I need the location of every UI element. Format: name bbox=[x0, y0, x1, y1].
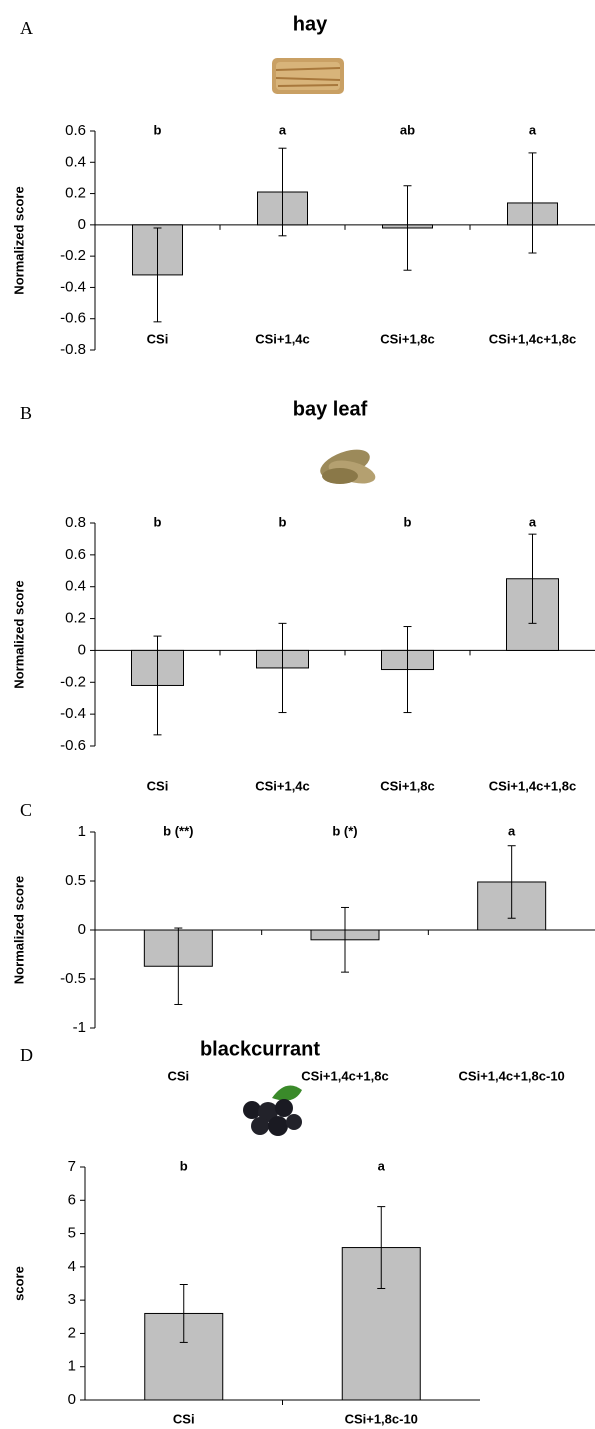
significance-label: a bbox=[508, 823, 516, 838]
chart-title: blackcurrant bbox=[200, 1038, 320, 1060]
y-tick-label: 0.8 bbox=[65, 514, 86, 531]
y-axis-label: score bbox=[11, 1266, 26, 1301]
chart-title: hay bbox=[293, 13, 328, 35]
significance-label: a bbox=[529, 122, 537, 137]
significance-label: b bbox=[180, 1158, 188, 1173]
y-tick-label: 0.4 bbox=[65, 578, 86, 595]
y-tick-label: 0.6 bbox=[65, 546, 86, 563]
y-tick-label: -0.8 bbox=[60, 341, 86, 358]
significance-label: a bbox=[279, 122, 287, 137]
x-tick-label: CSi+1,4c+1,8c-10 bbox=[459, 1068, 565, 1083]
y-tick-label: 0 bbox=[78, 921, 86, 938]
y-axis-label: Normalized score bbox=[11, 876, 26, 984]
y-tick-label: 0.6 bbox=[65, 122, 86, 139]
y-tick-label: -0.6 bbox=[60, 310, 86, 327]
x-tick-label: CSi bbox=[167, 1068, 189, 1083]
y-tick-label: -0.6 bbox=[60, 737, 86, 754]
panel-letter: B bbox=[20, 403, 32, 423]
y-tick-label: 4 bbox=[68, 1258, 76, 1275]
x-tick-label: CSi+1,4c bbox=[255, 778, 310, 793]
y-tick-label: -0.2 bbox=[60, 247, 86, 264]
y-tick-label: 2 bbox=[68, 1324, 76, 1341]
y-tick-label: 0 bbox=[68, 1391, 76, 1408]
x-tick-label: CSi+1,8c-10 bbox=[345, 1411, 418, 1426]
x-tick-label: CSi+1,4c+1,8c bbox=[489, 331, 576, 346]
x-tick-label: CSi bbox=[147, 331, 169, 346]
significance-label: ab bbox=[400, 122, 415, 137]
blackcurrant-image bbox=[243, 1085, 302, 1136]
y-tick-label: 0.4 bbox=[65, 153, 86, 170]
x-tick-label: CSi+1,4c bbox=[255, 331, 310, 346]
y-tick-label: 5 bbox=[68, 1225, 76, 1242]
y-tick-label: 0 bbox=[78, 641, 86, 658]
significance-label: b (**) bbox=[163, 823, 193, 838]
y-tick-label: 1 bbox=[78, 823, 86, 840]
significance-label: b bbox=[154, 122, 162, 137]
x-tick-label: CSi bbox=[173, 1411, 195, 1426]
y-tick-label: 0.2 bbox=[65, 610, 86, 627]
significance-label: b (*) bbox=[332, 823, 357, 838]
x-tick-label: CSi+1,8c bbox=[380, 331, 435, 346]
significance-label: a bbox=[378, 1158, 386, 1173]
significance-label: b bbox=[279, 514, 287, 529]
y-tick-label: -0.4 bbox=[60, 278, 86, 295]
x-tick-label: CSi+1,4c+1,8c bbox=[489, 778, 576, 793]
y-tick-label: -0.4 bbox=[60, 705, 86, 722]
y-tick-label: -0.2 bbox=[60, 673, 86, 690]
hay-image bbox=[272, 58, 344, 94]
chart-title: bay leaf bbox=[293, 398, 368, 420]
y-tick-label: 3 bbox=[68, 1291, 76, 1308]
y-tick-label: -1 bbox=[73, 1019, 86, 1036]
panel-letter: D bbox=[20, 1045, 33, 1065]
panel-letter: A bbox=[20, 18, 33, 38]
bay-leaf-image bbox=[320, 449, 376, 484]
y-tick-label: -0.5 bbox=[60, 970, 86, 987]
significance-label: b bbox=[404, 514, 412, 529]
significance-label: b bbox=[154, 514, 162, 529]
y-axis-label: Normalized score bbox=[11, 186, 26, 294]
x-tick-label: CSi bbox=[147, 778, 169, 793]
panel-letter: C bbox=[20, 800, 32, 820]
y-axis-label: Normalized score bbox=[11, 580, 26, 688]
y-tick-label: 1 bbox=[68, 1358, 76, 1375]
y-tick-label: 0.2 bbox=[65, 185, 86, 202]
y-tick-label: 0.5 bbox=[65, 872, 86, 889]
y-tick-label: 6 bbox=[68, 1191, 76, 1208]
significance-label: a bbox=[529, 514, 537, 529]
y-tick-label: 7 bbox=[68, 1158, 76, 1175]
x-tick-label: CSi+1,8c bbox=[380, 778, 435, 793]
y-tick-label: 0 bbox=[78, 216, 86, 233]
x-tick-label: CSi+1,4c+1,8c bbox=[301, 1068, 388, 1083]
